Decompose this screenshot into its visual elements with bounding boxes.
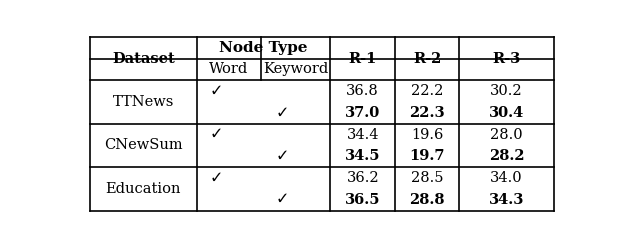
Text: Word: Word — [209, 62, 248, 76]
Text: Keyword: Keyword — [263, 62, 328, 76]
Text: CNewSum: CNewSum — [104, 138, 182, 152]
Text: ✓: ✓ — [275, 105, 289, 120]
Text: 34.3: 34.3 — [489, 193, 524, 207]
Text: 36.5: 36.5 — [345, 193, 380, 207]
Text: 19.7: 19.7 — [410, 149, 445, 163]
Text: ✓: ✓ — [209, 127, 223, 142]
Text: 22.2: 22.2 — [411, 84, 444, 98]
Text: 30.4: 30.4 — [489, 106, 524, 120]
Text: Node Type: Node Type — [220, 41, 308, 55]
Text: Dataset: Dataset — [112, 52, 175, 66]
Text: TTNews: TTNews — [113, 95, 174, 109]
Text: ✓: ✓ — [275, 149, 289, 164]
Text: 34.0: 34.0 — [490, 171, 523, 185]
Text: 36.8: 36.8 — [346, 84, 379, 98]
Text: 28.5: 28.5 — [411, 171, 444, 185]
Text: 36.2: 36.2 — [346, 171, 379, 185]
Text: 28.0: 28.0 — [490, 128, 523, 142]
Text: 34.4: 34.4 — [346, 128, 379, 142]
Text: ✓: ✓ — [209, 171, 223, 185]
Text: R-1: R-1 — [349, 52, 377, 66]
Text: 28.2: 28.2 — [489, 149, 524, 163]
Text: Education: Education — [106, 182, 181, 196]
Text: 34.5: 34.5 — [345, 149, 380, 163]
Text: R-3: R-3 — [492, 52, 521, 66]
Text: 19.6: 19.6 — [411, 128, 444, 142]
Text: 30.2: 30.2 — [490, 84, 523, 98]
Text: ✓: ✓ — [275, 192, 289, 207]
Text: R-2: R-2 — [413, 52, 442, 66]
Text: 22.3: 22.3 — [410, 106, 445, 120]
Text: 37.0: 37.0 — [345, 106, 380, 120]
Text: ✓: ✓ — [209, 84, 223, 99]
Text: 28.8: 28.8 — [410, 193, 445, 207]
